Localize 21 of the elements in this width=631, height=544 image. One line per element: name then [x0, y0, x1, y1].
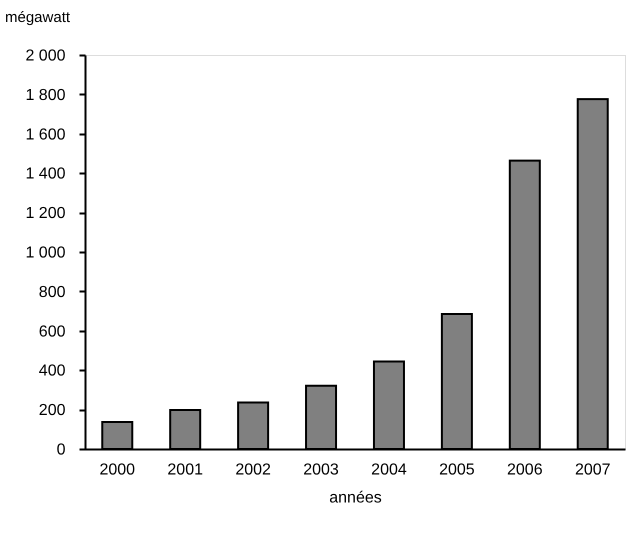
x-tick-label: 2005 — [439, 462, 475, 478]
x-tick-label: 2003 — [303, 462, 339, 478]
x-tick-label: 2007 — [574, 462, 611, 478]
y-tick-label: 1 600 — [25, 126, 66, 144]
x-tick-label: 2001 — [167, 462, 204, 478]
x-tick-label: 2004 — [371, 462, 407, 478]
x-tick-label: 2000 — [99, 462, 136, 478]
y-tick-label: 600 — [38, 323, 66, 340]
y-tick-label: 1 000 — [25, 244, 66, 262]
y-tick-label: 200 — [38, 402, 66, 420]
y-axis-title: mégawatt — [5, 9, 71, 26]
y-tick-label: 2 000 — [25, 48, 66, 64]
x-tick-label: 2006 — [507, 462, 543, 478]
y-tick-label: 1 200 — [25, 205, 66, 222]
y-tick-label: 400 — [38, 362, 66, 380]
x-tick-label: 2002 — [235, 462, 272, 478]
y-tick-label: 800 — [38, 284, 66, 301]
y-tick-label: 1 400 — [25, 166, 66, 183]
x-axis-title: années — [329, 490, 382, 506]
y-tick-label: 0 — [56, 442, 66, 458]
y-tick-label: 1 800 — [25, 86, 66, 104]
